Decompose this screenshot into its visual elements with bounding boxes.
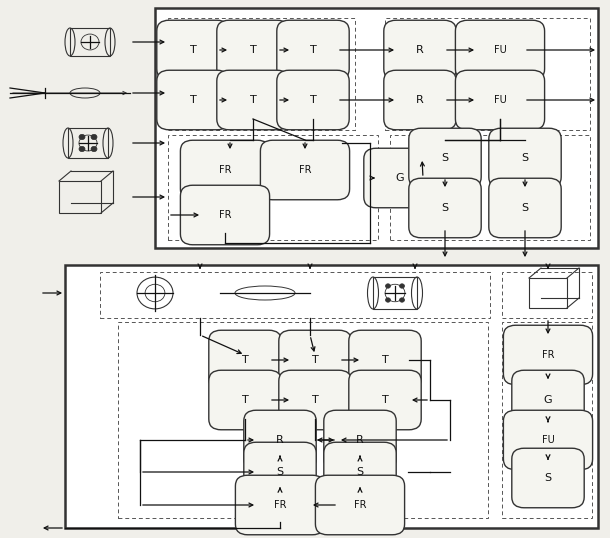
FancyBboxPatch shape — [409, 178, 481, 238]
Text: T: T — [242, 355, 248, 365]
FancyBboxPatch shape — [181, 185, 270, 245]
Text: T: T — [310, 95, 317, 105]
FancyBboxPatch shape — [244, 442, 316, 502]
FancyBboxPatch shape — [277, 20, 349, 80]
Bar — [168, 18, 355, 130]
FancyBboxPatch shape — [512, 448, 584, 508]
Text: T: T — [382, 395, 389, 405]
Bar — [168, 135, 378, 240]
Text: T: T — [190, 95, 196, 105]
FancyBboxPatch shape — [349, 330, 421, 390]
Text: S: S — [545, 473, 551, 483]
FancyBboxPatch shape — [503, 410, 592, 470]
Bar — [529, 278, 567, 308]
FancyBboxPatch shape — [181, 140, 270, 200]
Text: FU: FU — [493, 45, 506, 55]
FancyBboxPatch shape — [364, 148, 436, 208]
Text: S: S — [442, 203, 448, 213]
Text: G: G — [396, 173, 404, 183]
Text: T: T — [242, 395, 248, 405]
FancyBboxPatch shape — [349, 370, 421, 430]
FancyBboxPatch shape — [503, 325, 592, 385]
Circle shape — [91, 134, 97, 140]
Text: T: T — [310, 45, 317, 55]
Text: T: T — [249, 95, 256, 105]
FancyBboxPatch shape — [260, 140, 350, 200]
FancyBboxPatch shape — [384, 70, 456, 130]
Text: FU: FU — [493, 95, 506, 105]
Text: S: S — [276, 467, 284, 477]
FancyBboxPatch shape — [384, 20, 456, 80]
Bar — [68, 128, 108, 158]
FancyBboxPatch shape — [157, 70, 229, 130]
Text: FR: FR — [542, 350, 554, 360]
Circle shape — [79, 134, 85, 140]
Text: R: R — [276, 435, 284, 445]
FancyBboxPatch shape — [512, 370, 584, 430]
Circle shape — [79, 146, 85, 152]
Text: R: R — [416, 95, 424, 105]
Circle shape — [400, 284, 404, 288]
Circle shape — [400, 298, 404, 302]
FancyBboxPatch shape — [209, 330, 281, 390]
Circle shape — [386, 298, 390, 302]
FancyBboxPatch shape — [157, 20, 229, 80]
FancyBboxPatch shape — [456, 20, 545, 80]
FancyBboxPatch shape — [324, 442, 396, 502]
Text: R: R — [416, 45, 424, 55]
FancyBboxPatch shape — [209, 370, 281, 430]
Text: T: T — [312, 355, 318, 365]
FancyBboxPatch shape — [456, 70, 545, 130]
Bar — [373, 277, 417, 309]
Bar — [502, 322, 592, 518]
Text: T: T — [249, 45, 256, 55]
Text: R: R — [356, 435, 364, 445]
Text: T: T — [382, 355, 389, 365]
Text: FR: FR — [219, 165, 231, 175]
Bar — [385, 18, 590, 130]
Bar — [155, 8, 598, 248]
FancyBboxPatch shape — [217, 70, 289, 130]
Bar — [118, 322, 488, 518]
Text: S: S — [522, 153, 528, 163]
Circle shape — [386, 284, 390, 288]
Bar — [100, 272, 490, 318]
Text: FR: FR — [299, 165, 311, 175]
FancyBboxPatch shape — [315, 475, 404, 535]
Text: S: S — [356, 467, 364, 477]
Circle shape — [91, 146, 97, 152]
FancyBboxPatch shape — [279, 330, 351, 390]
Text: T: T — [312, 395, 318, 405]
FancyBboxPatch shape — [217, 20, 289, 80]
Bar — [70, 28, 110, 56]
FancyBboxPatch shape — [235, 475, 325, 535]
Bar — [65, 265, 598, 528]
Text: S: S — [522, 203, 528, 213]
FancyBboxPatch shape — [244, 410, 316, 470]
Bar — [390, 135, 590, 240]
Text: S: S — [442, 153, 448, 163]
Text: FR: FR — [274, 500, 286, 510]
Text: FU: FU — [542, 435, 554, 445]
FancyBboxPatch shape — [279, 370, 351, 430]
FancyBboxPatch shape — [489, 128, 561, 188]
Text: FR: FR — [219, 210, 231, 220]
FancyBboxPatch shape — [489, 178, 561, 238]
Text: G: G — [544, 395, 552, 405]
FancyBboxPatch shape — [409, 128, 481, 188]
Bar — [502, 272, 592, 318]
Text: T: T — [190, 45, 196, 55]
Bar — [59, 181, 101, 213]
Text: FR: FR — [354, 500, 366, 510]
FancyBboxPatch shape — [277, 70, 349, 130]
FancyBboxPatch shape — [324, 410, 396, 470]
